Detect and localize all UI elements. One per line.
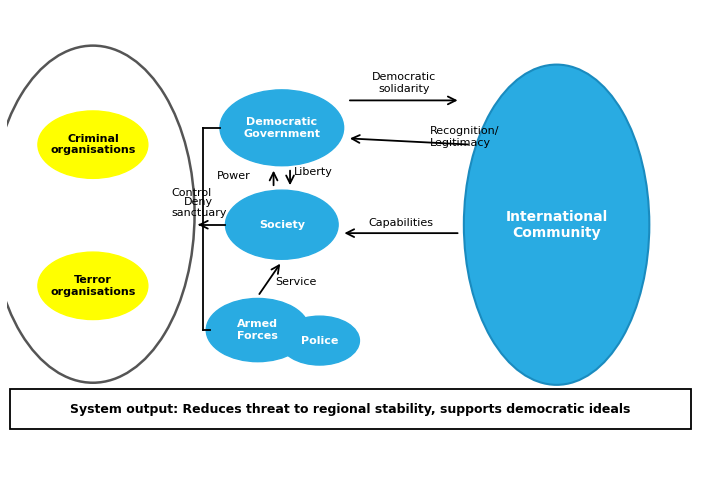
Text: Armed
Forces: Armed Forces [237,319,278,341]
Text: International
Community: International Community [505,210,608,240]
Text: Liberty: Liberty [294,167,333,177]
Text: Recognition/
Legitimacy: Recognition/ Legitimacy [430,126,499,148]
Text: Police: Police [301,336,339,345]
Circle shape [38,111,148,178]
Text: Democratic
Government: Democratic Government [243,117,320,139]
Circle shape [280,316,360,365]
Text: Service: Service [275,276,316,287]
Circle shape [206,298,309,362]
Ellipse shape [0,46,195,383]
Text: Deny
sanctuary: Deny sanctuary [171,197,226,219]
Text: Control: Control [172,188,212,198]
Circle shape [220,90,343,166]
Text: Democratic
solidarity: Democratic solidarity [372,73,436,94]
FancyBboxPatch shape [11,389,690,429]
Circle shape [38,252,148,319]
Text: Society: Society [259,220,305,230]
Circle shape [226,190,338,259]
Text: Terror
organisations: Terror organisations [50,275,135,296]
Text: Power: Power [217,171,251,181]
Ellipse shape [464,65,649,385]
Text: Criminal
organisations: Criminal organisations [50,134,135,155]
Text: System output: Reduces threat to regional stability, supports democratic ideals: System output: Reduces threat to regiona… [70,403,631,416]
Text: Capabilities: Capabilities [369,218,433,228]
